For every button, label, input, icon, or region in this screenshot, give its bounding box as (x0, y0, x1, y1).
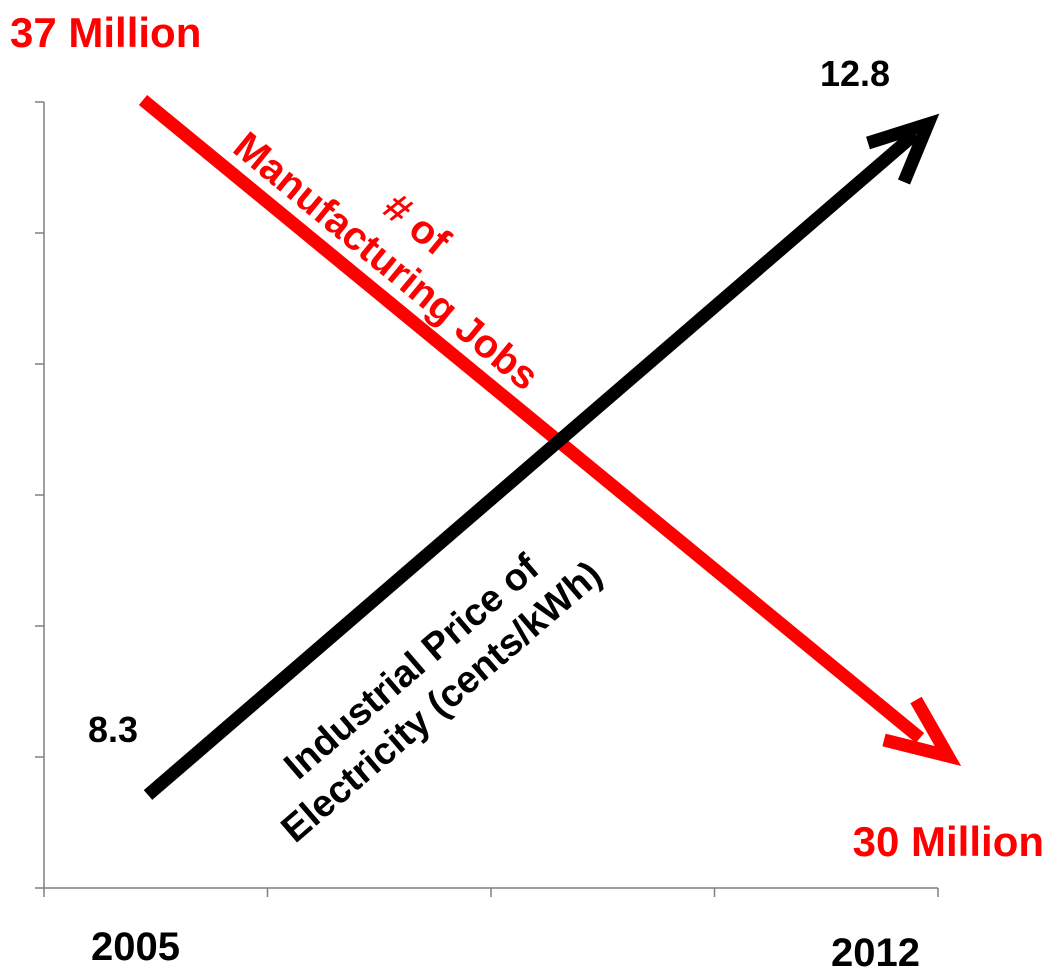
x-axis-ticks (43, 888, 939, 897)
jobs-series-name-line-2: Manufacturing Jobs (225, 124, 547, 399)
jobs-series-name: # of Manufacturing Jobs (225, 124, 547, 399)
jobs-series-line (138, 94, 925, 744)
series-price: 8.3 12.8 Industrial Price of Electricity… (88, 53, 940, 851)
price-series-name: Industrial Price of Electricity (cents/k… (274, 546, 610, 851)
y-axis-ticks (35, 101, 44, 889)
jobs-start-label: 37 Million (10, 9, 201, 56)
x-axis-start-label: 2005 (91, 925, 180, 969)
jobs-end-label: 30 Million (853, 818, 1044, 865)
price-arrowhead (866, 113, 940, 185)
price-series-line (143, 129, 920, 800)
price-start-label: 8.3 (88, 709, 138, 750)
axes (35, 101, 939, 897)
jobs-arrowhead (882, 696, 962, 767)
price-series-name-line-2: Electricity (cents/kWh) (274, 553, 610, 851)
x-axis-end-label: 2012 (831, 931, 920, 972)
price-end-label: 12.8 (820, 53, 890, 94)
